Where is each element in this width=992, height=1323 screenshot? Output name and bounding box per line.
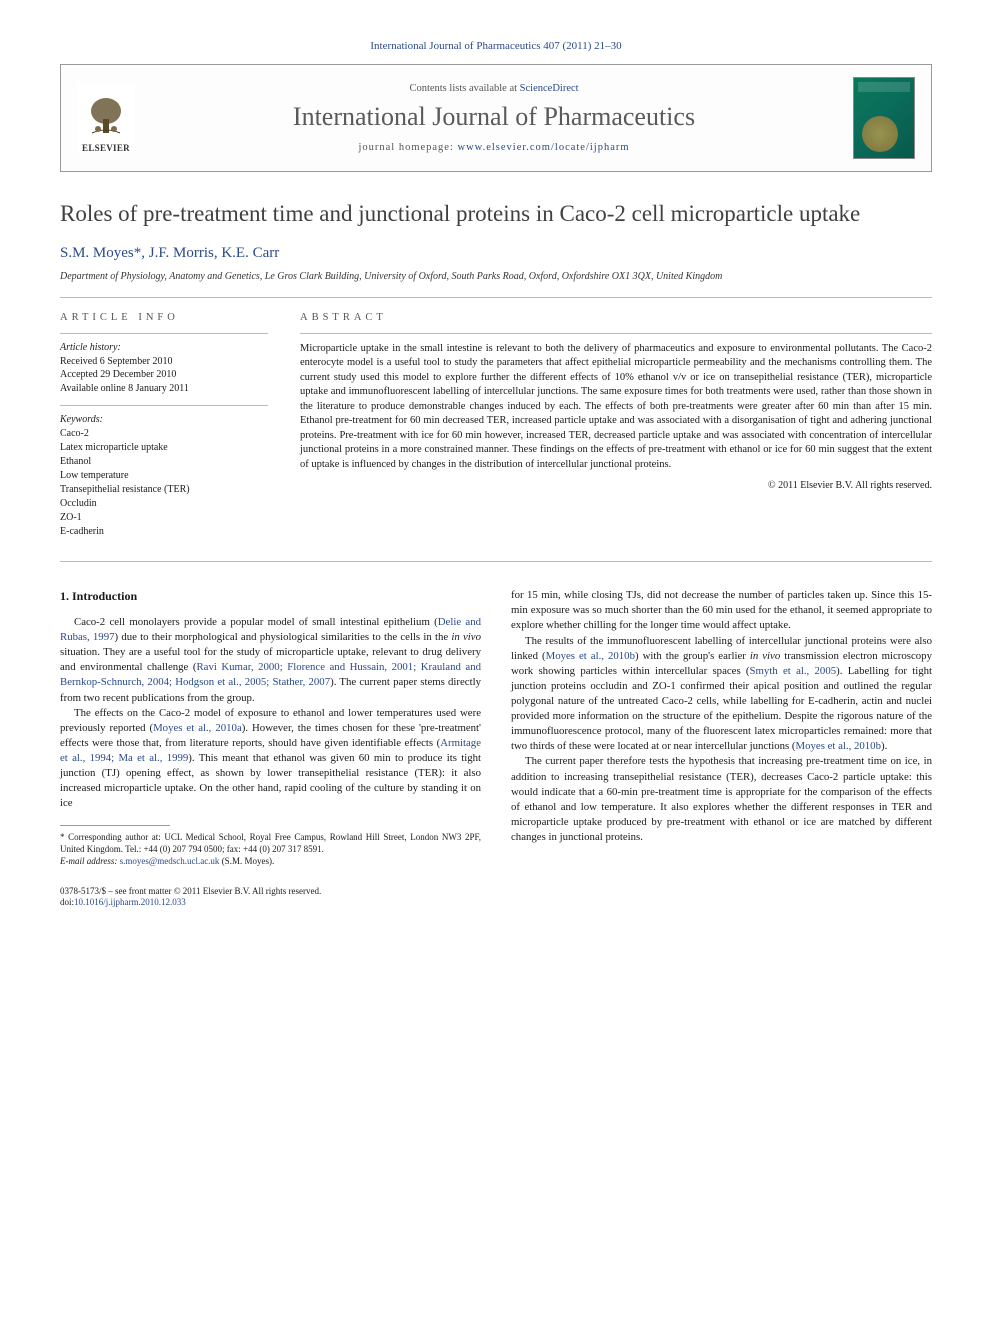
keywords-heading: Keywords: (60, 414, 268, 425)
footer-copyright-line: 0378-5173/$ – see front matter © 2011 El… (60, 886, 932, 898)
author-email-link[interactable]: s.moyes@medsch.ucl.ac.uk (120, 856, 220, 866)
journal-cover-thumbnail (853, 77, 915, 159)
keyword-item: Latex microparticle uptake (60, 441, 268, 455)
journal-reference: International Journal of Pharmaceutics 4… (60, 40, 932, 52)
section-divider (60, 297, 932, 298)
abstract-divider (300, 333, 932, 334)
citation: Moyes et al., 2010a (153, 722, 242, 734)
abstract-heading: ABSTRACT (300, 312, 932, 323)
body-divider (60, 561, 932, 562)
publisher-logo: ELSEVIER (77, 83, 135, 153)
introduction-heading: 1. Introduction (60, 588, 481, 605)
intro-para-3: The results of the immunofluorescent lab… (511, 634, 932, 755)
abstract-text: Microparticle uptake in the small intest… (300, 342, 932, 472)
keyword-item: Caco-2 (60, 427, 268, 441)
journal-homepage-line: journal homepage: www.elsevier.com/locat… (149, 142, 839, 153)
publisher-name: ELSEVIER (82, 143, 130, 153)
authors-list: S.M. Moyes*, J.F. Morris, K.E. Carr (60, 245, 932, 262)
history-line: Accepted 29 December 2010 (60, 368, 268, 382)
contents-prefix: Contents lists available at (409, 83, 519, 94)
body-column-right: for 15 min, while closing TJs, did not d… (511, 588, 932, 867)
citation: Moyes et al., 2010b (796, 740, 881, 752)
intro-para-2: The effects on the Caco-2 model of expos… (60, 706, 481, 812)
keyword-item: ZO-1 (60, 511, 268, 525)
intro-para-4: The current paper therefore tests the hy… (511, 754, 932, 845)
keywords-list: Caco-2Latex microparticle uptakeEthanolL… (60, 427, 268, 539)
citation: Moyes et al., 2010b (546, 650, 635, 662)
keyword-item: Occludin (60, 497, 268, 511)
abstract-copyright: © 2011 Elsevier B.V. All rights reserved… (300, 480, 932, 491)
article-info-heading: ARTICLE INFO (60, 312, 268, 323)
body-columns: 1. Introduction Caco-2 cell monolayers p… (60, 588, 932, 867)
keyword-item: Transepithelial resistance (TER) (60, 483, 268, 497)
footnote-divider (60, 825, 170, 826)
abstract-column: ABSTRACT Microparticle uptake in the sma… (300, 312, 932, 540)
author-affiliation: Department of Physiology, Anatomy and Ge… (60, 270, 932, 283)
history-line: Available online 8 January 2011 (60, 382, 268, 396)
sciencedirect-link[interactable]: ScienceDirect (520, 83, 579, 94)
article-title: Roles of pre-treatment time and junction… (60, 200, 932, 229)
info-abstract-row: ARTICLE INFO Article history: Received 6… (60, 312, 932, 540)
keyword-item: Ethanol (60, 455, 268, 469)
info-divider (60, 333, 268, 334)
article-history: Received 6 September 2010Accepted 29 Dec… (60, 355, 268, 396)
article-info-column: ARTICLE INFO Article history: Received 6… (60, 312, 268, 540)
history-line: Received 6 September 2010 (60, 355, 268, 369)
citation: Smyth et al., 2005 (750, 665, 837, 677)
doi-link[interactable]: 10.1016/j.ijpharm.2010.12.033 (74, 897, 186, 907)
page-footer: 0378-5173/$ – see front matter © 2011 El… (60, 886, 932, 909)
email-footnote: E-mail address: s.moyes@medsch.ucl.ac.uk… (60, 856, 481, 868)
contents-available-line: Contents lists available at ScienceDirec… (149, 83, 839, 94)
info-divider-2 (60, 405, 268, 406)
header-center: Contents lists available at ScienceDirec… (149, 83, 839, 153)
keyword-item: Low temperature (60, 469, 268, 483)
body-column-left: 1. Introduction Caco-2 cell monolayers p… (60, 588, 481, 867)
footer-doi-line: doi:10.1016/j.ijpharm.2010.12.033 (60, 897, 932, 909)
intro-para-2-cont: for 15 min, while closing TJs, did not d… (511, 588, 932, 633)
intro-para-1: Caco-2 cell monolayers provide a popular… (60, 615, 481, 706)
journal-name: International Journal of Pharmaceutics (149, 102, 839, 132)
article-history-heading: Article history: (60, 342, 268, 353)
journal-homepage-link[interactable]: www.elsevier.com/locate/ijpharm (458, 142, 630, 153)
journal-header-box: ELSEVIER Contents lists available at Sci… (60, 64, 932, 172)
keyword-item: E-cadherin (60, 525, 268, 539)
corresponding-author-footnote: * Corresponding author at: UCL Medical S… (60, 832, 481, 855)
homepage-prefix: journal homepage: (358, 142, 457, 153)
elsevier-tree-icon (82, 93, 130, 141)
